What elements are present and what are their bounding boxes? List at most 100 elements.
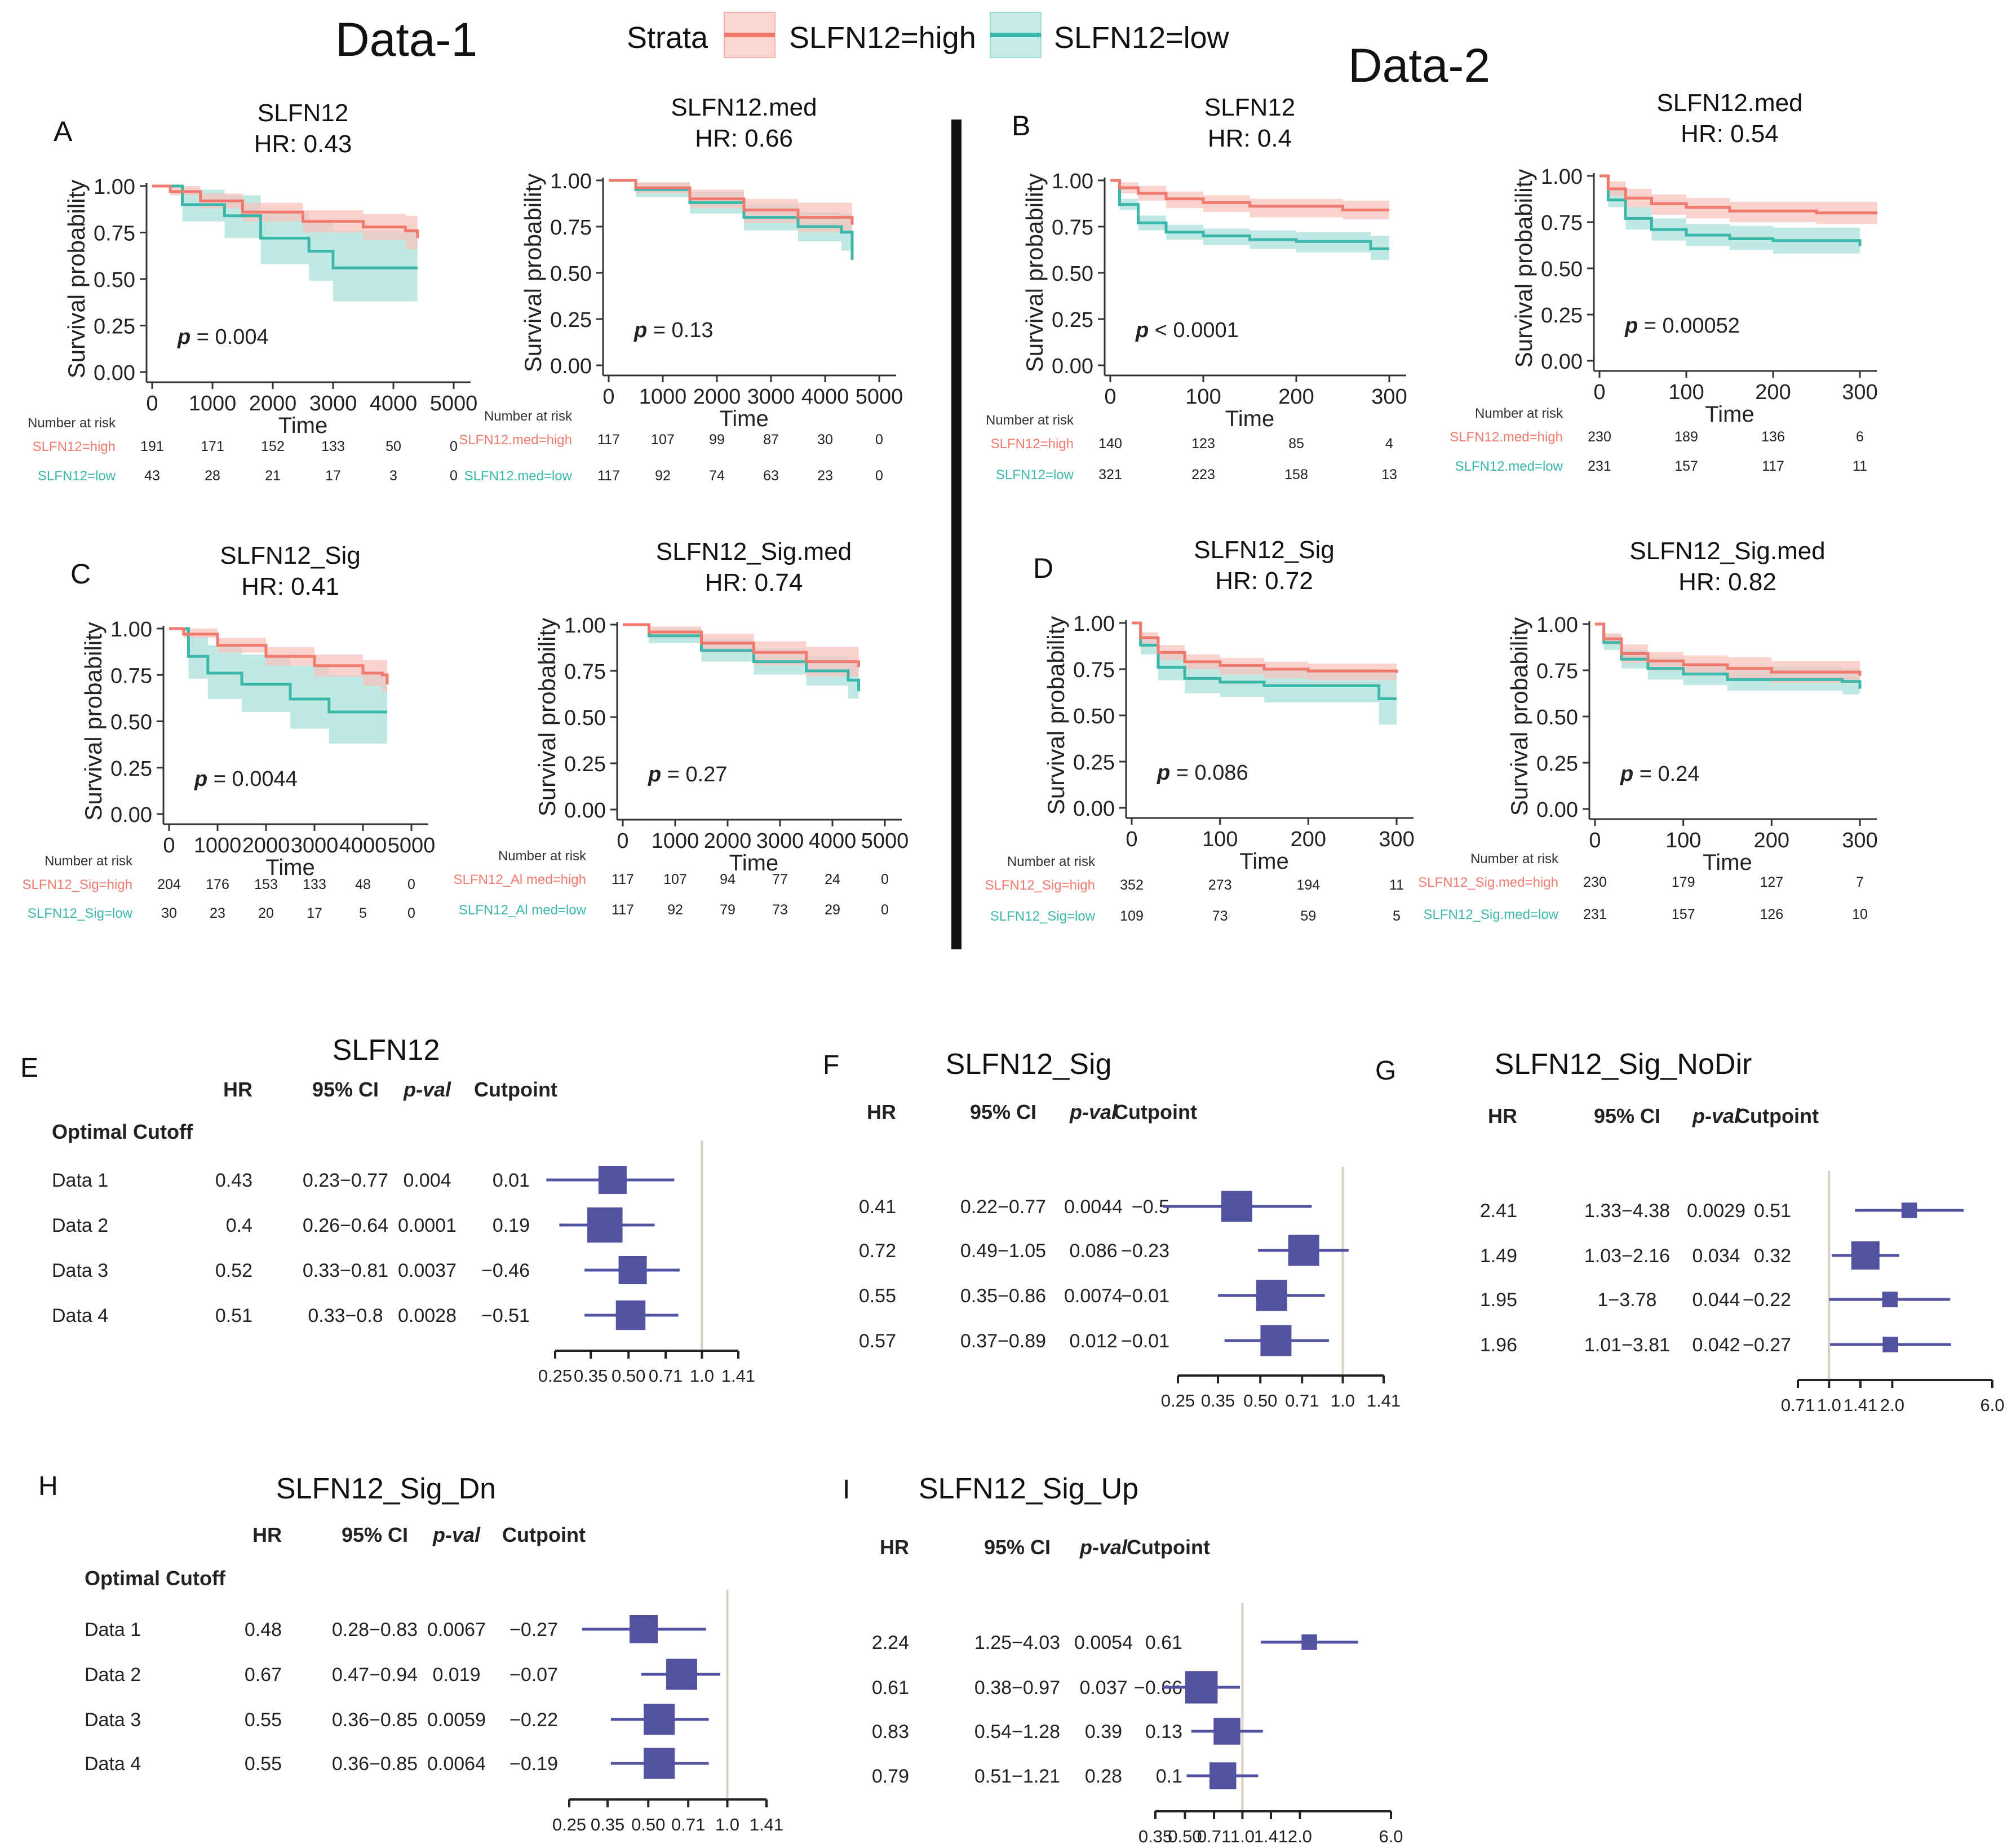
- forest-cutpoint-value: −0.07: [509, 1664, 558, 1686]
- forest-x-tick-label: 1.41: [1844, 1395, 1877, 1415]
- risk-value: 133: [303, 877, 326, 892]
- risk-value: 73: [772, 902, 788, 918]
- km-y-tick-label: 0.00: [564, 799, 606, 822]
- forest-x-tick-label: 1.0: [1230, 1827, 1255, 1844]
- km-x-tick-label: 1000: [194, 834, 242, 857]
- forest-pval-value: 0.0044: [1064, 1196, 1123, 1218]
- forest-estimate-marker: [1301, 1634, 1317, 1650]
- risk-value: 85: [1288, 436, 1304, 452]
- km-pvalue-text: = 0.086: [1170, 761, 1248, 785]
- risk-row-label: SLFN12_Al med=high: [454, 872, 586, 887]
- risk-row-label: SLFN12_Sig=low: [28, 906, 133, 921]
- risk-value: 6: [1856, 429, 1864, 445]
- risk-value: 194: [1296, 877, 1320, 893]
- forest-ci-value: 0.28−0.83: [332, 1619, 418, 1640]
- km-x-tick-label: 5000: [861, 829, 909, 853]
- forest-title: SLFN12_Sig_Up: [919, 1472, 1138, 1505]
- forest-estimate-marker: [644, 1704, 675, 1735]
- forest-cutpoint-value: 0.32: [1754, 1245, 1791, 1267]
- forest-panel-4: H SLFN12_Sig_Dn HR 95% CI p-val Cutpoint Optim…: [38, 1471, 783, 1834]
- risk-value: 7: [1856, 874, 1864, 890]
- risk-value: 3: [389, 468, 397, 484]
- panel-letter: B: [1012, 110, 1030, 141]
- km-x-tick-label: 1000: [189, 392, 237, 415]
- data2-heading: Data-2: [1348, 39, 1491, 92]
- km-panel-2: SLFN12.med HR: 0.66 0.00 0.25 0.50 0.75 1.00 0 1…: [459, 94, 903, 484]
- forest-ci-value: 0.23−0.77: [303, 1170, 388, 1191]
- forest-estimate-marker: [1213, 1718, 1240, 1745]
- km-x-tick-label: 0: [1126, 828, 1137, 851]
- forest-row-label: Data 2: [52, 1215, 108, 1236]
- risk-value: 17: [325, 468, 341, 484]
- risk-value: 230: [1583, 874, 1607, 890]
- forest-pval-value: 0.042: [1692, 1334, 1740, 1356]
- km-x-tick-label: 3000: [291, 834, 339, 857]
- risk-value: 17: [307, 905, 322, 921]
- panel-letter: G: [1375, 1056, 1396, 1086]
- risk-row-label: SLFN12_Sig=low: [990, 909, 1096, 924]
- forest-estimate-marker: [587, 1207, 623, 1243]
- forest-cutpoint-value: −0.46: [481, 1260, 530, 1281]
- km-title: SLFN12: [258, 99, 348, 127]
- risk-value: 133: [321, 439, 345, 454]
- km-curve-low: [1110, 179, 1389, 250]
- risk-value: 30: [161, 905, 177, 921]
- risk-value: 28: [205, 468, 220, 484]
- km-x-tick-label: 5000: [856, 385, 903, 409]
- km-y-tick-label: 0.50: [1541, 258, 1583, 281]
- km-panel-4: SLFN12.med HR: 0.54 0.00 0.25 0.50 0.75 1.00 0 1…: [1450, 89, 1878, 474]
- risk-value: 117: [612, 902, 634, 918]
- km-y-tick-label: 0.50: [550, 262, 592, 286]
- km-x-tick-label: 4000: [370, 392, 418, 415]
- forest-row-label: Data 1: [85, 1619, 141, 1640]
- forest-pval-value: 0.034: [1692, 1245, 1740, 1267]
- forest-ci-value: 1.03−2.16: [1584, 1245, 1670, 1267]
- km-x-tick-label: 3000: [747, 385, 795, 409]
- risk-value: 13: [1381, 467, 1397, 483]
- forest-row-label: Data 2: [85, 1664, 141, 1686]
- km-x-tick-label: 2000: [693, 385, 741, 409]
- risk-row-label: SLFN12_Sig=high: [23, 877, 132, 892]
- risk-value: 79: [720, 902, 735, 918]
- km-pvalue-label: p: [194, 767, 207, 791]
- forest-cutpoint-value: 0.13: [1145, 1721, 1182, 1743]
- km-y-label: Survival probability: [520, 174, 546, 373]
- km-x-label: Time: [1225, 406, 1274, 431]
- km-hr: HR: 0.72: [1215, 567, 1313, 595]
- risk-row-label: SLFN12=high: [991, 436, 1074, 452]
- forest-x-tick-label: 2.0: [1880, 1395, 1904, 1415]
- km-pvalue: p = 0.004: [177, 325, 269, 349]
- km-x-tick-label: 200: [1754, 829, 1789, 852]
- forest-estimate-marker: [618, 1256, 647, 1284]
- km-x-label: Time: [1239, 849, 1288, 874]
- km-band-high: [609, 180, 852, 244]
- risk-value: 92: [667, 902, 683, 918]
- km-panel-6: SLFN12_Sig.med HR: 0.74 0.00 0.25 0.50 0.75 1.…: [454, 538, 909, 918]
- forest-estimate-marker: [615, 1300, 646, 1330]
- forest-header: 95% CI: [342, 1523, 408, 1546]
- risk-value: 273: [1208, 877, 1232, 893]
- km-curve-high: [169, 627, 389, 684]
- km-y-label: Survival probability: [80, 622, 107, 821]
- km-y-tick-label: 0.00: [1536, 798, 1578, 822]
- risk-value: 20: [258, 905, 274, 921]
- forest-hr-value: 0.61: [872, 1677, 909, 1699]
- forest-ci-value: 0.36−0.85: [332, 1709, 418, 1731]
- risk-value: 29: [825, 902, 840, 918]
- forest-ci-value: 0.51−1.21: [974, 1766, 1060, 1787]
- forest-estimate-marker: [666, 1659, 697, 1690]
- km-pvalue: p = 0.086: [1157, 761, 1248, 785]
- risk-value: 126: [1760, 906, 1783, 922]
- risk-value: 73: [1212, 908, 1228, 924]
- km-x-label: Time: [1703, 850, 1752, 875]
- risk-value: 48: [355, 877, 371, 892]
- km-title: SLFN12_Sig.med: [1629, 537, 1825, 565]
- legend-label-low: SLFN12=low: [1054, 21, 1229, 55]
- risk-value: 158: [1284, 467, 1308, 483]
- panel-letter: H: [38, 1471, 58, 1501]
- km-x-tick-label: 1000: [639, 385, 687, 409]
- risk-value: 117: [597, 468, 620, 484]
- forest-title: SLFN12: [333, 1034, 440, 1067]
- forest-ci-value: 0.33−0.8: [308, 1305, 383, 1326]
- forest-ci-value: 0.26−0.64: [303, 1215, 388, 1236]
